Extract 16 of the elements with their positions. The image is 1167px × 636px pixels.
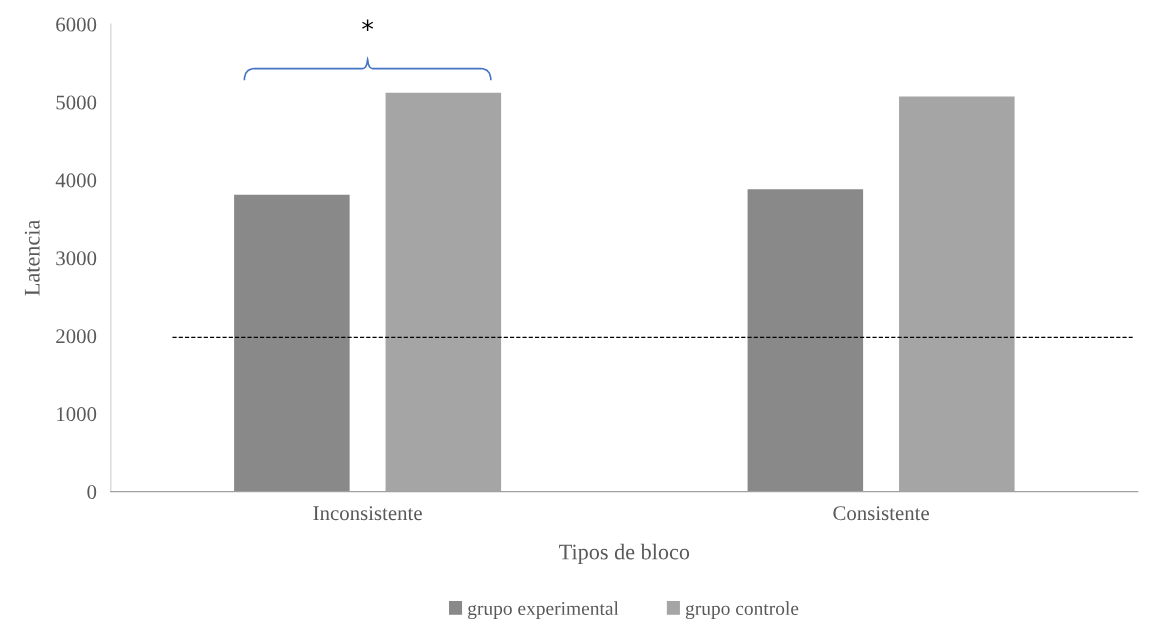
legend-label: grupo controle (685, 601, 799, 620)
y-tick-label: 6000 (56, 17, 97, 32)
y-tick-label: 5000 (56, 95, 97, 110)
y-axis-title: Latencia (24, 219, 40, 296)
annotation: * (362, 19, 374, 31)
x-tick-label: Consistente (833, 506, 929, 521)
y-tick-label: 1000 (57, 407, 97, 422)
y-tick-label: 0 (87, 485, 97, 500)
bar (234, 194, 350, 492)
x-tick-label: Inconsistente (313, 506, 422, 521)
x-axis-title: Tipos de bloco (559, 543, 690, 565)
y-tick-label: 4000 (55, 173, 97, 188)
y-tick-label: 2000 (56, 329, 97, 344)
bar (747, 189, 864, 492)
y-tick-label: 3000 (56, 251, 97, 266)
legend-label: grupo experimental (468, 601, 619, 620)
